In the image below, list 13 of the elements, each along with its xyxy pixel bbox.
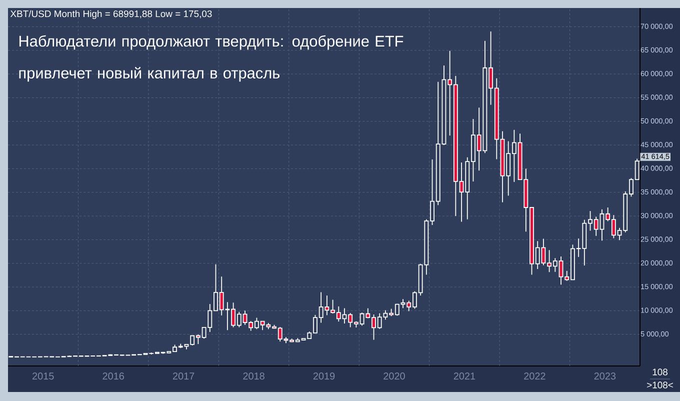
x-tick-label: 2023 — [594, 372, 616, 380]
x-tick-label: 2022 — [524, 372, 546, 380]
text: 108 — [652, 368, 668, 376]
chart-subtitle: XBT/USD Month High = 68991,88 Low = 175,03 — [10, 10, 212, 20]
x-tick-label: 2021 — [454, 372, 476, 380]
x-tick-label: 2017 — [172, 372, 194, 380]
text: >108< — [647, 382, 673, 388]
x-tick-label: 2018 — [243, 372, 264, 380]
x-tick-label: 2015 — [32, 372, 54, 380]
x-tick-label: 2016 — [102, 372, 124, 380]
x-tick-label: 2019 — [313, 372, 335, 380]
x-tick-label: 2020 — [384, 372, 405, 380]
text: Наблюдатели продолжают твердить: одобрение ETF привлечет новый капитал в отрасль — [19, 35, 404, 82]
